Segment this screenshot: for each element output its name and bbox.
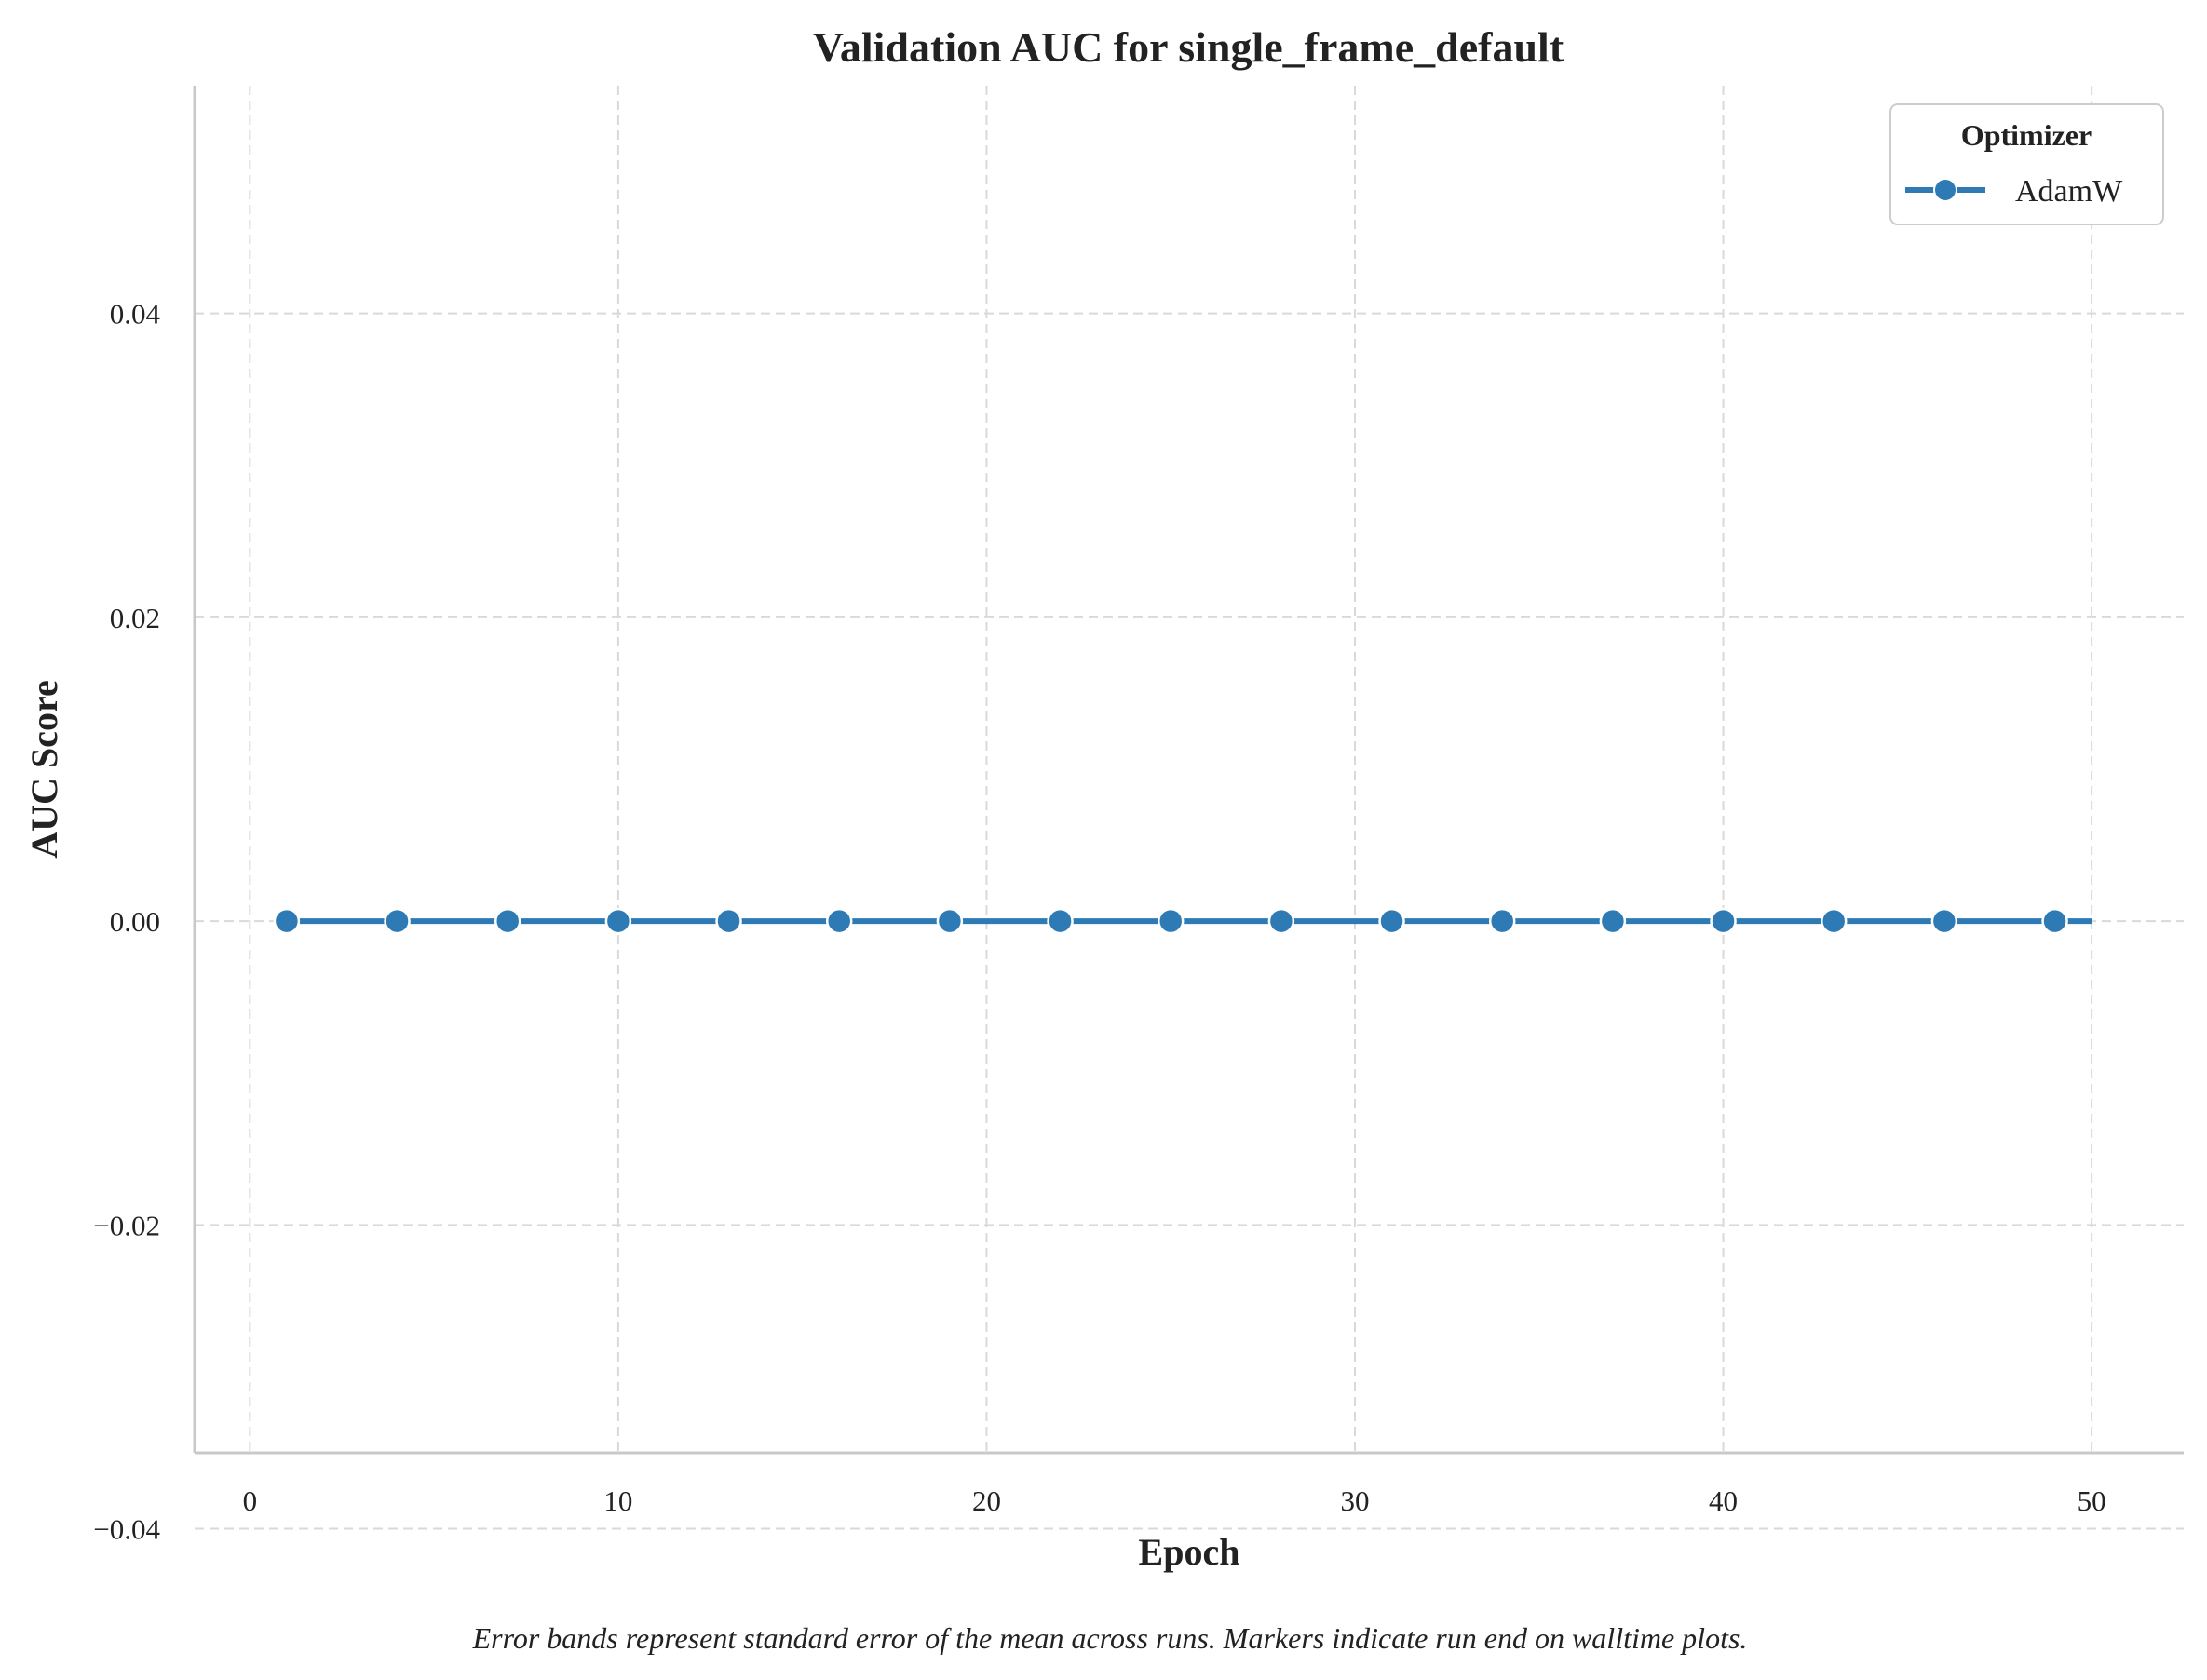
x-tick-label: 30 — [1341, 1484, 1370, 1517]
x-tick-label: 0 — [243, 1484, 258, 1517]
chart-caption: Error bands represent standard error of … — [472, 1621, 1748, 1655]
y-tick-label: 0.02 — [110, 602, 160, 634]
data-point — [1599, 907, 1627, 935]
y-axis-label: AUC Score — [23, 680, 65, 858]
data-point — [1710, 907, 1737, 935]
legend-marker-adamw — [1933, 178, 1957, 202]
legend: Optimizer AdamW — [1889, 103, 2164, 225]
y-tick-label: 0.04 — [110, 298, 161, 331]
x-tick-label: 10 — [603, 1484, 632, 1517]
x-tick-labels: 0 10 20 30 40 50 — [243, 1484, 2106, 1517]
data-point — [1378, 907, 1405, 935]
y-tick-labels: −0.04 −0.02 0.00 0.02 0.04 — [93, 298, 160, 1546]
y-tick-label: 0.00 — [110, 905, 160, 938]
data-point — [604, 907, 632, 935]
y-tick-label: −0.02 — [93, 1209, 160, 1241]
x-tick-label: 40 — [1709, 1484, 1738, 1517]
chart-title: Validation AUC for single_frame_default — [813, 23, 1564, 71]
data-point — [273, 907, 301, 935]
y-tick-label: −0.04 — [93, 1513, 160, 1546]
data-point — [1930, 907, 1958, 935]
legend-label-adamw: AdamW — [2015, 174, 2123, 209]
plot-series — [273, 907, 2092, 935]
data-point — [1267, 907, 1295, 935]
data-point — [1047, 907, 1074, 935]
x-tick-label: 20 — [972, 1484, 1001, 1517]
gridlines — [195, 86, 2184, 1530]
legend-title: Optimizer — [1961, 118, 2092, 152]
legend-box — [1889, 103, 2164, 225]
data-point — [1820, 907, 1848, 935]
data-point — [715, 907, 742, 935]
x-tick-label: 50 — [2078, 1484, 2106, 1517]
data-point — [384, 907, 411, 935]
data-point — [1488, 907, 1516, 935]
data-point — [936, 907, 964, 935]
data-point — [1157, 907, 1185, 935]
x-axis-label: Epoch — [1139, 1531, 1240, 1573]
data-point — [494, 907, 521, 935]
data-point — [825, 907, 853, 935]
data-point — [2041, 907, 2068, 935]
